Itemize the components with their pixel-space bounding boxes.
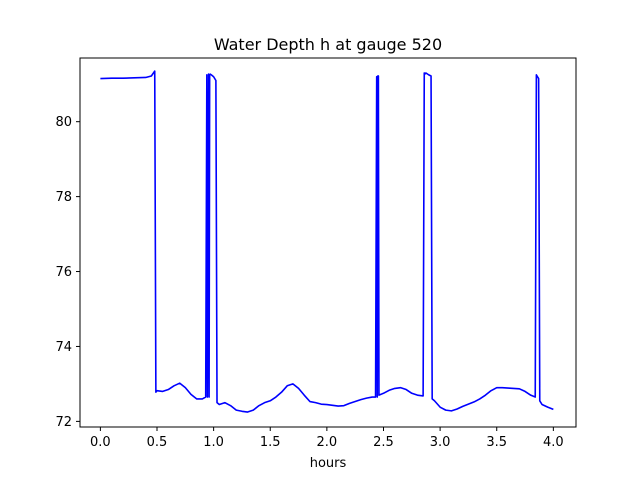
x-axis-label: hours (310, 456, 347, 471)
y-tick-label: 80 (55, 115, 72, 130)
chart-title: Water Depth h at gauge 520 (214, 35, 442, 54)
y-tick-label: 74 (55, 340, 72, 355)
plot-frame (79, 57, 577, 428)
plot-area (80, 58, 576, 427)
x-tick-label: 3.0 (430, 435, 451, 450)
series-line-0 (100, 70, 554, 413)
x-tick-label: 0.5 (147, 435, 168, 450)
y-tick-label: 76 (55, 265, 72, 280)
y-tick-label: 78 (55, 190, 72, 205)
x-tick-label: 0.0 (90, 435, 111, 450)
x-tick-label: 3.5 (486, 435, 507, 450)
y-tick-label: 72 (55, 415, 72, 430)
plot-background (80, 58, 576, 427)
series-layer (100, 70, 554, 413)
x-tick-label: 1.0 (203, 435, 224, 450)
x-tick-label: 2.5 (373, 435, 394, 450)
x-axis: 0.0 0.5 1.0 1.5 2.0 2.5 3.0 3.5 4.0 (90, 427, 564, 450)
x-tick-label: 2.0 (317, 435, 338, 450)
x-tick-label: 4.0 (543, 435, 564, 450)
x-tick-label: 1.5 (260, 435, 281, 450)
y-axis: 72 74 76 78 80 (55, 115, 80, 430)
